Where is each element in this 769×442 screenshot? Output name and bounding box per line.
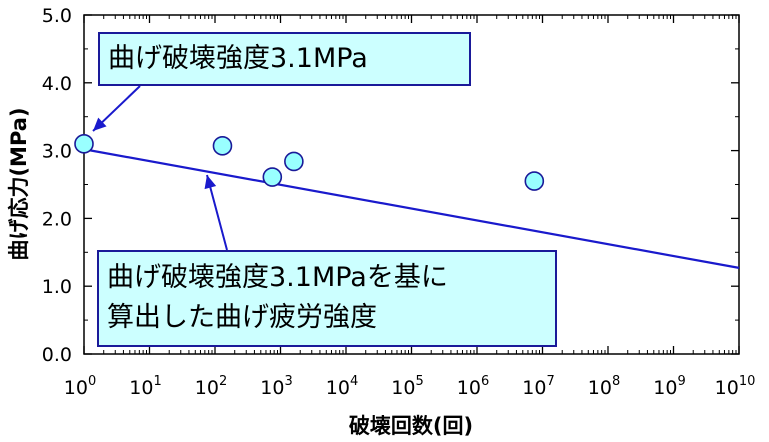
y-tick-label: 1.0	[42, 276, 72, 298]
y-tick-label: 2.0	[42, 208, 72, 230]
annotation-callout-fatigue: 曲げ破壊強度3.1MPaを基に 算出した曲げ疲労強度	[97, 250, 557, 347]
annotation-arrows	[92, 85, 228, 251]
x-tick-label: 109	[653, 374, 685, 399]
x-tick-label: 108	[588, 374, 620, 399]
axis-ticks	[83, 14, 740, 355]
annotation-text: 算出した曲げ疲労強度	[107, 302, 377, 333]
y-tick-label: 0.0	[42, 344, 72, 366]
annotation-text: 曲げ破壊強度3.1MPaを基に	[107, 262, 448, 293]
y-tick-labels: 0.0 1.0 2.0 3.0 4.0 5.0	[42, 5, 72, 366]
y-axis-title: 曲げ応力(MPa)	[7, 107, 31, 260]
data-point	[74, 134, 94, 154]
x-tick-label: 1010	[715, 374, 756, 399]
y-tick-label: 4.0	[42, 73, 72, 95]
x-tick-label: 102	[195, 374, 227, 399]
x-tick-label: 101	[129, 374, 161, 399]
x-tick-label: 103	[260, 374, 292, 399]
x-tick-label: 104	[326, 374, 358, 399]
x-axis-title: 破壊回数(回)	[349, 414, 473, 438]
arrow-to-strength-point-head	[93, 117, 107, 131]
fatigue-strength-line	[83, 148, 740, 269]
annotation-text: 曲げ破壊強度3.1MPa	[108, 43, 368, 74]
x-tick-label: 107	[522, 374, 554, 399]
y-tick-label: 3.0	[42, 141, 72, 163]
data-point	[524, 171, 545, 191]
x-tick-label: 105	[391, 374, 423, 399]
data-point	[262, 167, 283, 187]
x-tick-label: 106	[457, 374, 489, 399]
x-tick-label: 100	[64, 374, 96, 399]
y-tick-label: 5.0	[42, 5, 72, 27]
annotation-callout-strength: 曲げ破壊強度3.1MPa	[98, 32, 471, 86]
arrow-to-fatigue-line-head	[204, 175, 217, 190]
series	[74, 134, 740, 269]
data-point	[212, 136, 233, 156]
x-tick-labels: 100 101 102 103 104 105 106 107 108 109 1010	[64, 374, 756, 399]
data-point	[284, 151, 304, 172]
